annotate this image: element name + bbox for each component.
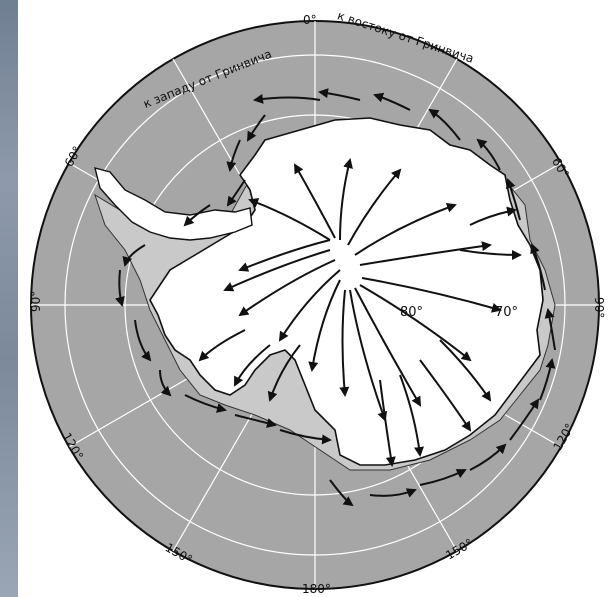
- meridian-label-0: 0°: [303, 13, 317, 27]
- antarctic-continent: [149, 117, 544, 466]
- latitude-label-80: 80°: [400, 305, 423, 320]
- meridian-label-90w: 90°: [29, 291, 43, 312]
- meridian-label-180: 180°: [302, 582, 331, 596]
- latitude-label-70: 70°: [495, 305, 518, 320]
- katabatic-wind-arrows: [198, 158, 522, 467]
- meridian-label-90e: 90°: [592, 297, 606, 318]
- left-edge-strip: [0, 0, 18, 597]
- antarctic-peninsula: [94, 167, 253, 241]
- coastal-wind-arrows: [115, 88, 556, 507]
